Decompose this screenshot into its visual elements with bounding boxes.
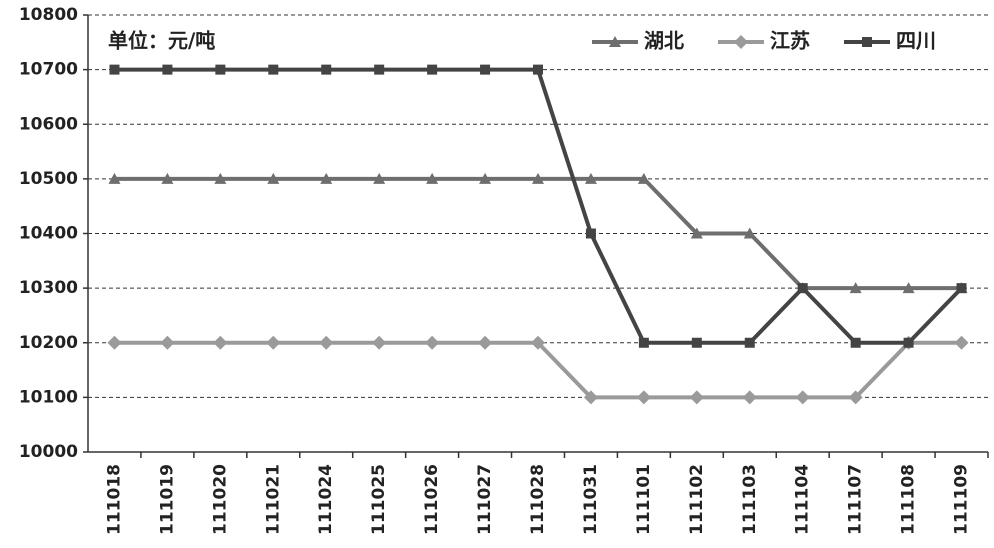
unit-annotation: 单位：元/吨 — [108, 29, 215, 53]
x-tick-label: 111031 — [581, 464, 601, 535]
marker — [533, 64, 543, 75]
x-tick-label: 111021 — [263, 464, 283, 535]
marker — [637, 172, 650, 184]
marker — [426, 172, 439, 184]
y-tick-label: 10200 — [19, 333, 78, 353]
y-tick-label: 10100 — [19, 387, 78, 407]
marker — [160, 335, 175, 350]
y-tick-label: 10800 — [19, 5, 78, 25]
y-tick-label: 10300 — [19, 278, 78, 298]
marker — [585, 228, 596, 239]
marker — [319, 335, 334, 350]
x-tick-label: 111107 — [846, 464, 866, 535]
marker — [107, 335, 122, 350]
legend-label: 湖北 — [644, 29, 684, 53]
marker — [532, 172, 544, 184]
marker — [213, 335, 228, 350]
marker — [531, 335, 545, 350]
marker — [108, 172, 121, 184]
marker — [862, 37, 872, 47]
marker — [478, 335, 493, 350]
marker — [638, 337, 649, 348]
marker — [849, 282, 862, 294]
legend-label: 四川 — [896, 29, 936, 53]
x-tick-label: 111025 — [369, 464, 389, 535]
marker — [480, 64, 491, 75]
marker — [903, 337, 914, 348]
marker — [742, 390, 757, 405]
marker — [609, 36, 621, 47]
x-tick-label: 111024 — [316, 464, 336, 535]
marker — [850, 337, 861, 348]
marker — [902, 282, 915, 294]
x-tick-label: 111027 — [475, 464, 495, 535]
marker — [372, 335, 387, 350]
x-tick-label: 111102 — [687, 464, 707, 535]
marker — [734, 35, 748, 49]
y-tick-label: 10400 — [19, 224, 78, 244]
x-tick-label: 111020 — [210, 464, 230, 535]
marker — [374, 64, 385, 75]
marker — [795, 390, 810, 405]
x-tick-label: 111028 — [528, 464, 548, 535]
x-tick-label: 111019 — [157, 464, 177, 535]
series-line — [114, 340, 962, 400]
y-tick-label: 10000 — [19, 442, 78, 462]
y-tick-label: 10500 — [19, 169, 78, 189]
marker — [636, 390, 651, 405]
marker — [215, 64, 226, 75]
marker — [109, 64, 120, 75]
marker — [691, 337, 702, 348]
series-line — [114, 67, 963, 345]
legend-label: 江苏 — [770, 29, 810, 53]
marker — [162, 64, 173, 75]
marker — [954, 335, 969, 350]
y-tick-label: 10600 — [19, 114, 78, 134]
marker — [583, 390, 598, 405]
marker — [267, 172, 280, 184]
marker — [797, 283, 808, 294]
marker — [848, 390, 863, 405]
x-tick-label: 111108 — [899, 464, 919, 535]
marker — [373, 172, 386, 184]
marker — [584, 172, 597, 184]
marker — [266, 335, 281, 350]
x-tick-label: 111101 — [634, 464, 654, 535]
marker — [427, 64, 438, 75]
x-tick-label: 111026 — [422, 464, 442, 535]
marker — [321, 64, 332, 75]
marker — [320, 172, 333, 184]
marker — [743, 227, 756, 239]
marker — [689, 390, 704, 405]
marker — [479, 172, 492, 184]
marker — [690, 227, 703, 239]
marker — [161, 172, 174, 184]
x-tick-label: 111104 — [793, 464, 813, 535]
y-tick-label: 10700 — [19, 60, 78, 80]
marker — [214, 172, 227, 184]
x-tick-label: 111103 — [740, 464, 760, 535]
x-tick-label: 111109 — [952, 464, 972, 535]
marker — [956, 283, 967, 294]
marker — [425, 335, 440, 350]
marker — [744, 337, 755, 348]
x-tick-label: 111018 — [104, 464, 124, 535]
marker — [268, 64, 279, 75]
